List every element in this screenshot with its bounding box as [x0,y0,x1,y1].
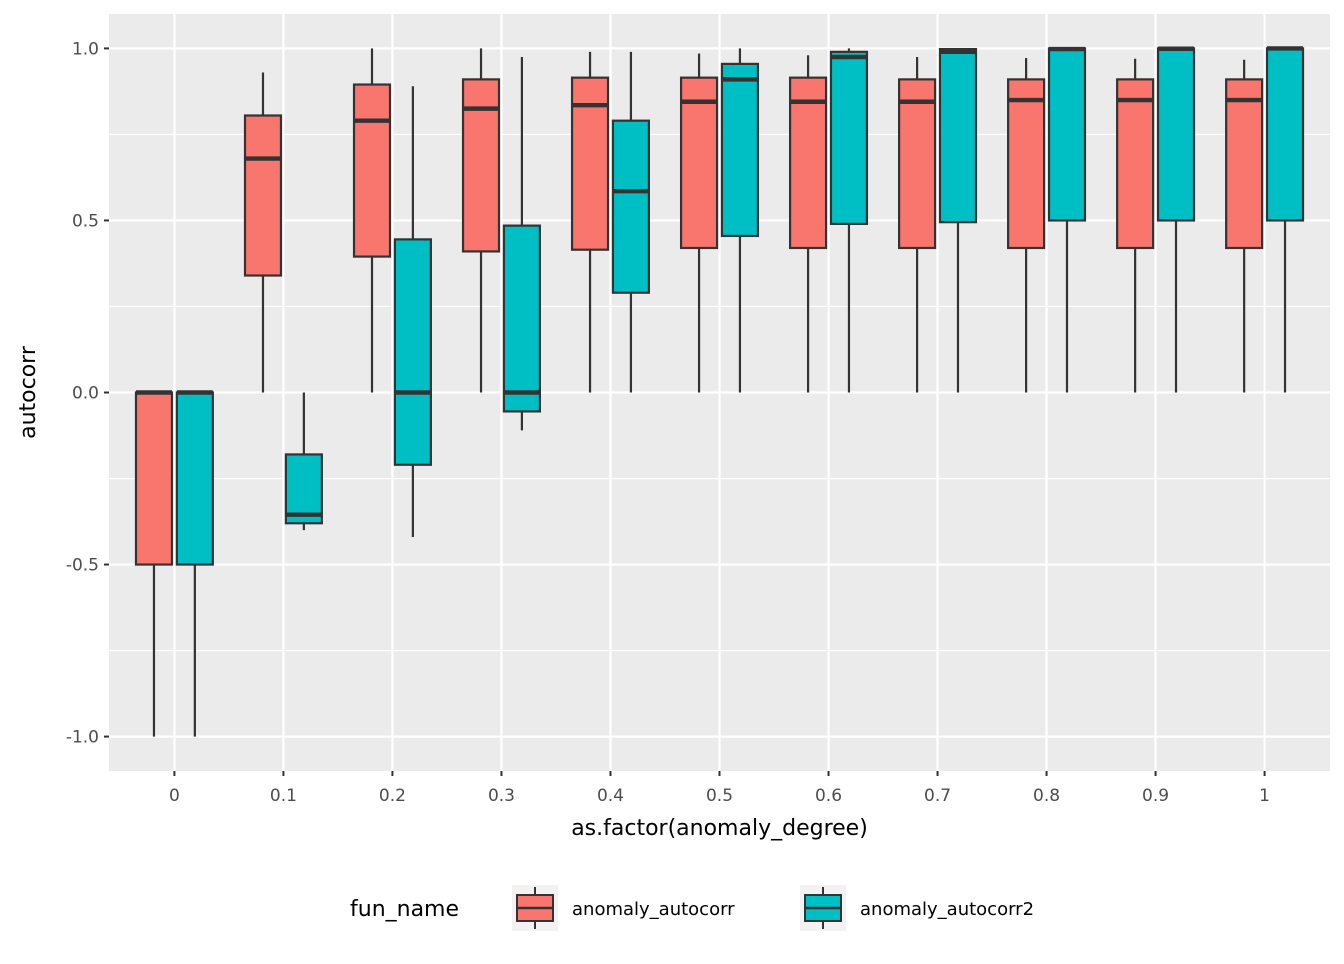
box-body [611,119,651,294]
x-axis: 0 0.1 0.2 0.3 0.4 0.5 0.6 0.7 0.8 0.9 1 [169,771,1270,806]
y-axis: -1.0 -0.5 0.0 0.5 1.0 [66,39,109,748]
y-tick-label: 0.5 [72,211,99,231]
box-body [461,78,501,253]
box-anomaly_autocorr-0.6 [788,55,828,393]
legend-item-anomaly_autocorr: anomaly_autocorr [512,885,735,931]
box-body [243,114,283,277]
box-body [1007,78,1046,250]
box-anomaly_autocorr-0.3 [461,48,501,393]
x-axis-title: as.factor(anomaly_degree) [571,816,868,841]
grid-lines [109,14,1330,771]
x-tick-label: 0.7 [924,786,951,806]
box-body [938,47,978,224]
box-anomaly_autocorr-0.1 [243,72,283,393]
box-body [393,238,432,466]
box-anomaly_autocorr-0.4 [570,51,610,393]
box-anomaly_autocorr-0.7 [898,57,937,393]
box-body [1156,47,1196,222]
box-anomaly_autocorr2-0.4 [611,51,651,393]
box-body [1225,78,1264,250]
x-tick-label: 0.1 [270,786,297,806]
box-anomaly_autocorr-0.8 [1007,58,1046,393]
box-anomaly_autocorr-0.5 [679,53,719,393]
box-anomaly_autocorr2-0.6 [829,48,869,393]
box-body [352,83,392,258]
y-tick-label: -1.0 [66,728,99,748]
legend-label: anomaly_autocorr [572,899,735,920]
box-anomaly_autocorr-0 [134,390,174,737]
x-tick-label: 1 [1259,786,1270,806]
box-body [175,391,214,566]
box-body [679,76,719,250]
box-anomaly_autocorr2-1 [1265,46,1305,393]
box-body [898,78,937,250]
box-body [1116,78,1155,250]
box-anomaly_autocorr2-0.1 [284,392,323,531]
box-anomaly_autocorr2-0.9 [1156,46,1196,393]
box-anomaly_autocorr2-0.7 [938,47,978,393]
legend: fun_name anomaly_autocorr anomaly_autocor… [350,885,1034,931]
x-tick-label: 0.8 [1033,786,1060,806]
x-tick-label: 0.5 [706,786,733,806]
x-tick-label: 0.2 [379,786,406,806]
y-tick-label: -0.5 [66,556,99,576]
x-tick-label: 0 [169,786,180,806]
legend-title: fun_name [350,897,459,922]
y-axis-title: autocorr [16,345,41,439]
box-anomaly_autocorr2-0.5 [720,48,760,393]
box-anomaly_autocorr-1 [1225,59,1264,393]
y-tick-label: 1.0 [72,39,99,59]
box-body [720,62,760,238]
box-body [788,76,828,250]
legend-items: anomaly_autocorr anomaly_autocorr2 [512,885,1034,931]
box-body [1047,47,1087,222]
x-tick-label: 0.4 [597,786,624,806]
box-anomaly_autocorr2-0 [175,390,214,737]
box-anomaly_autocorr2-0.2 [393,86,432,538]
x-tick-label: 0.6 [815,786,842,806]
box-anomaly_autocorr-0.9 [1116,58,1155,393]
box-anomaly_autocorr2-0.3 [502,57,541,431]
box-anomaly_autocorr-0.2 [352,48,392,393]
y-tick-label: 0.0 [72,384,99,404]
box-body [829,50,869,225]
legend-item-anomaly_autocorr2: anomaly_autocorr2 [800,885,1034,931]
x-tick-label: 0.3 [488,786,515,806]
box-anomaly_autocorr2-0.8 [1047,46,1087,393]
x-tick-label: 0.9 [1142,786,1169,806]
box-body [134,391,174,566]
legend-label: anomaly_autocorr2 [860,899,1034,920]
box-body [1265,47,1305,222]
box-body [502,224,541,413]
boxes [134,46,1305,737]
box-body [284,453,323,525]
